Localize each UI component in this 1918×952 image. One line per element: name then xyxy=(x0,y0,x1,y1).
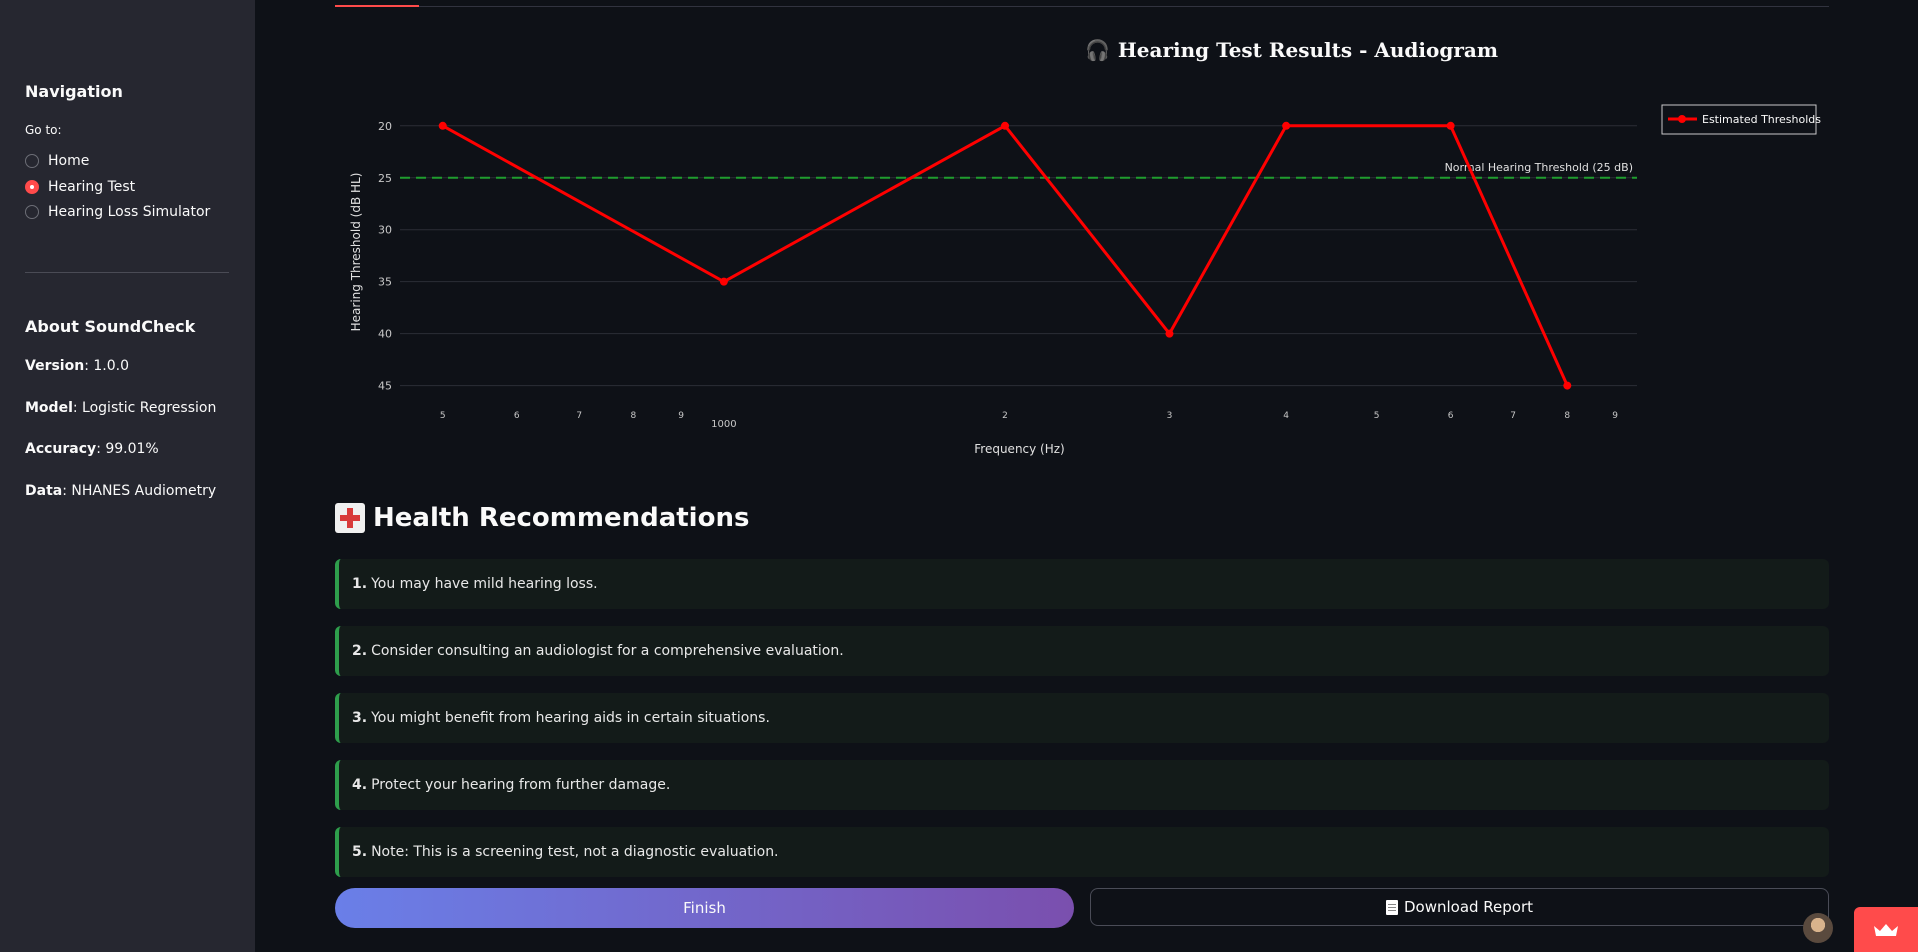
active-tab-indicator[interactable] xyxy=(335,5,419,7)
y-tick-label: 30 xyxy=(378,224,392,237)
x-tick-label: 9 xyxy=(1612,411,1618,421)
x-tick-label: 6 xyxy=(1448,411,1454,421)
nav-option-label: Hearing Loss Simulator xyxy=(48,204,211,220)
y-tick-label: 25 xyxy=(378,172,392,185)
download-report-button[interactable]: Download Report xyxy=(1090,888,1829,926)
radio-home[interactable] xyxy=(25,154,39,168)
series-line xyxy=(442,124,1569,387)
finish-button[interactable]: Finish xyxy=(335,888,1074,928)
radio-hearing-test[interactable] xyxy=(25,180,39,194)
data-point xyxy=(1001,121,1010,130)
headphones-icon: 🎧 xyxy=(1085,38,1110,62)
data-point xyxy=(1563,381,1572,390)
x-axis-label: Frequency (Hz) xyxy=(974,442,1065,456)
nav-option-hearing-test[interactable]: Hearing Test xyxy=(25,176,135,198)
x-tick-label: 5 xyxy=(1374,411,1380,421)
x-tick-label: 8 xyxy=(1564,411,1570,421)
x-tick-label: 9 xyxy=(678,411,684,421)
radio-hearing-loss-simulator[interactable] xyxy=(25,205,39,219)
accuracy-info: Accuracy: 99.01% xyxy=(25,441,159,457)
y-tick-label: 20 xyxy=(378,120,392,133)
nav-option-home[interactable]: Home xyxy=(25,150,89,172)
x-tick-label: 3 xyxy=(1167,411,1173,421)
data-point xyxy=(1165,329,1174,338)
data-point xyxy=(1446,121,1455,130)
legend-label: Estimated Thresholds xyxy=(1702,113,1821,126)
x-tick-label: 7 xyxy=(576,411,582,421)
hospital-icon xyxy=(335,503,365,533)
x-tick-label: 8 xyxy=(631,411,637,421)
data-info: Data: NHANES Audiometry xyxy=(25,483,217,499)
nav-option-hearing-loss-simulator[interactable]: Hearing Loss Simulator xyxy=(25,201,210,223)
x-tick-label: 5 xyxy=(440,411,446,421)
chart-title: 🎧 Hearing Test Results - Audiogram xyxy=(1085,38,1498,62)
recommendations-heading: Health Recommendations xyxy=(335,500,749,536)
y-tick-label: 45 xyxy=(378,380,392,393)
navigation-heading: Navigation xyxy=(25,82,123,101)
y-axis-label: Hearing Threshold (dB HL) xyxy=(349,173,363,332)
nav-option-label: Home xyxy=(48,153,90,169)
x-tick-label: 4 xyxy=(1283,411,1289,421)
sidebar: Navigation Go to: Home Hearing Test Hear… xyxy=(0,0,255,952)
about-heading: About SoundCheck xyxy=(25,317,196,336)
recommendation-item: 3. You might benefit from hearing aids in… xyxy=(335,693,1829,743)
y-tick-label: 35 xyxy=(378,276,392,289)
avatar[interactable] xyxy=(1803,913,1833,943)
x-tick-label: 7 xyxy=(1510,411,1516,421)
data-point xyxy=(438,121,447,130)
model-info: Model: Logistic Regression xyxy=(25,400,217,416)
data-point xyxy=(1282,121,1291,130)
x-tick-label: 2 xyxy=(1002,411,1008,421)
recommendation-item: 1. You may have mild hearing loss. xyxy=(335,559,1829,609)
nav-option-label: Hearing Test xyxy=(48,179,136,195)
data-point xyxy=(719,277,728,286)
x-tick-label: 1000 xyxy=(711,419,736,430)
tabs-divider xyxy=(335,6,1829,7)
goto-label: Go to: xyxy=(25,123,62,137)
page-facing-up-icon xyxy=(1385,899,1398,915)
streamlit-badge[interactable] xyxy=(1854,907,1918,952)
recommendation-item: 5. Note: This is a screening test, not a … xyxy=(335,827,1829,877)
version-info: Version: 1.0.0 xyxy=(25,358,129,374)
reference-line-label: Normal Hearing Threshold (25 dB) xyxy=(1445,161,1633,174)
legend-marker xyxy=(1678,115,1686,123)
crown-icon xyxy=(1874,923,1898,936)
recommendation-item: 4. Protect your hearing from further dama… xyxy=(335,760,1829,810)
y-tick-label: 40 xyxy=(378,328,392,341)
recommendation-item: 2. Consider consulting an audiologist for… xyxy=(335,626,1829,676)
sidebar-divider xyxy=(25,272,229,273)
x-tick-label: 6 xyxy=(514,411,520,421)
